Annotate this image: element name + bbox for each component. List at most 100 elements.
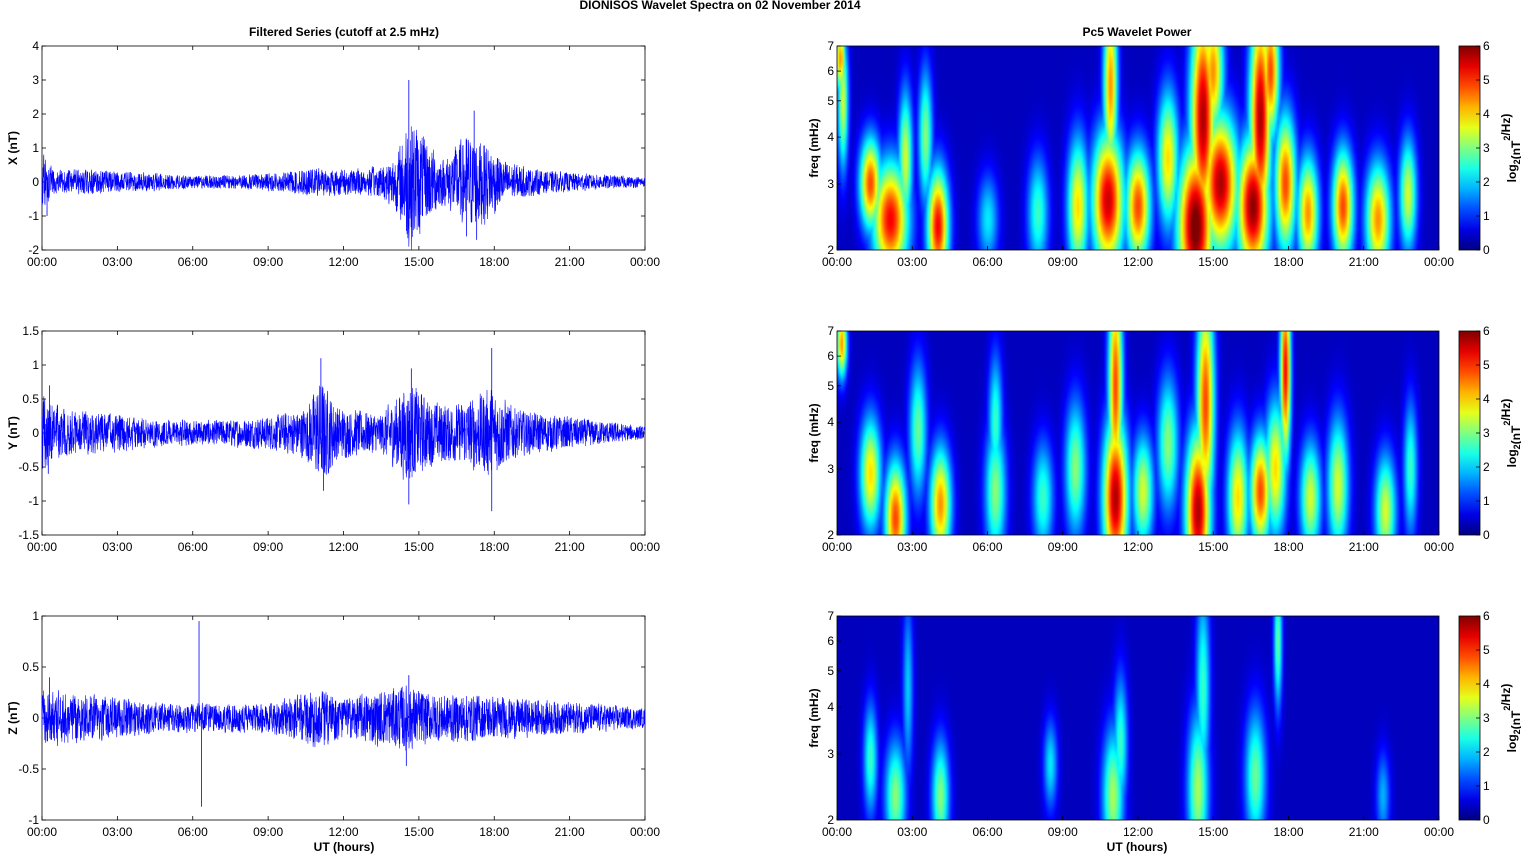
ytick-label: -2 <box>28 243 39 257</box>
xtick-label: 18:00 <box>479 825 509 839</box>
xtick-label: 00:00 <box>27 825 57 839</box>
xtick-label: 12:00 <box>1123 255 1153 269</box>
xtick-label: 00:00 <box>27 540 57 554</box>
colorbar-tick-label: 3 <box>1483 711 1490 725</box>
spectrogram-image <box>837 616 1439 820</box>
xtick-label: 18:00 <box>479 255 509 269</box>
colorbar-tick-label: 3 <box>1483 141 1490 155</box>
ytick-label: 1 <box>32 609 39 623</box>
ytick-label: 0 <box>32 175 39 189</box>
xtick-label: 06:00 <box>178 540 208 554</box>
colorbar-tick-label: 4 <box>1483 677 1490 691</box>
spectrogram-image <box>837 331 1439 535</box>
xtick-label: 18:00 <box>479 540 509 554</box>
trace-line <box>41 126 646 250</box>
xlabel-right: UT (hours) <box>1107 840 1168 854</box>
xtick-label: 00:00 <box>822 255 852 269</box>
ytick-label: 1.5 <box>22 324 39 338</box>
xtick-label: 15:00 <box>1198 540 1228 554</box>
xtick-label: 12:00 <box>1123 825 1153 839</box>
colorbar-tick-label: 1 <box>1483 779 1490 793</box>
xtick-label: 03:00 <box>102 255 132 269</box>
ytick-label: 2 <box>827 243 834 257</box>
xtick-label: 12:00 <box>328 825 358 839</box>
xtick-label: 09:00 <box>1048 540 1078 554</box>
ytick-label: 5 <box>827 379 834 393</box>
xtick-label: 03:00 <box>897 825 927 839</box>
plot-area <box>41 45 646 251</box>
colorbar-tick-label: 1 <box>1483 209 1490 223</box>
xtick-label: 15:00 <box>404 825 434 839</box>
spectrum-ylabel: freq (mHz) <box>807 118 821 177</box>
xtick-label: 18:00 <box>1273 825 1303 839</box>
xtick-label: 03:00 <box>897 255 927 269</box>
ytick-label: 5 <box>827 94 834 108</box>
xtick-label: 21:00 <box>555 255 585 269</box>
figure-title: DIONISOS Wavelet Spectra on 02 November … <box>580 0 861 12</box>
ytick-label: 3 <box>827 462 834 476</box>
xtick-label: 06:00 <box>178 825 208 839</box>
xtick-label: 03:00 <box>897 540 927 554</box>
xtick-label: 06:00 <box>972 255 1002 269</box>
xtick-label: 03:00 <box>102 825 132 839</box>
xtick-label: 09:00 <box>253 825 283 839</box>
xlabel-left: UT (hours) <box>314 840 375 854</box>
series-panel-X: -2 -1 0 1 2 3 4 00:00 03:00 06:00 09:00 12:00 15:00 1… <box>6 39 660 269</box>
colorbar-tick-label: 0 <box>1483 243 1490 257</box>
xtick-label: 12:00 <box>328 540 358 554</box>
ylabel: Y (nT) <box>6 416 20 450</box>
ytick-label: 2 <box>32 107 39 121</box>
xtick-label: 09:00 <box>1048 825 1078 839</box>
trace-line <box>41 385 646 480</box>
ytick-label: 1 <box>32 358 39 372</box>
ytick-label: 6 <box>827 634 834 648</box>
xtick-label: 18:00 <box>1273 255 1303 269</box>
xtick-label: 00:00 <box>630 255 660 269</box>
ylabel: X (nT) <box>6 131 20 165</box>
xtick-label: 21:00 <box>1349 825 1379 839</box>
ytick-label: 2 <box>827 528 834 542</box>
ytick-label: -1 <box>28 494 39 508</box>
colorbar-tick-label: 3 <box>1483 426 1490 440</box>
xtick-label: 09:00 <box>253 255 283 269</box>
ytick-label: 7 <box>827 324 834 338</box>
xtick-label: 15:00 <box>404 255 434 269</box>
spectrum-panel-Z: 2 3 4 5 6 7 00:00 03:00 06:00 09:00 12:00 15:00 18:0… <box>807 609 1521 839</box>
ytick-label: 3 <box>32 73 39 87</box>
xtick-label: 21:00 <box>555 825 585 839</box>
xtick-label: 03:00 <box>102 540 132 554</box>
ytick-label: 0.5 <box>22 392 39 406</box>
ytick-label: 0.5 <box>22 660 39 674</box>
xtick-label: 21:00 <box>1349 540 1379 554</box>
xtick-label: 21:00 <box>555 540 585 554</box>
ytick-label: -1.5 <box>18 528 39 542</box>
ytick-label: -0.5 <box>18 460 39 474</box>
xtick-label: 00:00 <box>1424 255 1454 269</box>
series-panel-Y: -1.5 -1 -0.5 0 0.5 1 1.5 00:00 03:00 06:00 09:00 12… <box>6 324 660 554</box>
xtick-label: 00:00 <box>822 825 852 839</box>
colorbar-tick-label: 0 <box>1483 813 1490 827</box>
colorbar-tick-label: 6 <box>1483 609 1490 623</box>
ytick-label: 6 <box>827 64 834 78</box>
xtick-label: 06:00 <box>972 540 1002 554</box>
ytick-label: 2 <box>827 813 834 827</box>
spectrogram-image <box>837 46 1439 250</box>
xtick-label: 00:00 <box>1424 540 1454 554</box>
colorbar-tick-label: 0 <box>1483 528 1490 542</box>
ytick-label: 4 <box>827 130 834 144</box>
series-panel-Z: -1 -0.5 0 0.5 1 00:00 03:00 06:00 09:00 12:00 15:0… <box>6 609 660 839</box>
trace-line <box>41 685 646 751</box>
xtick-label: 15:00 <box>1198 255 1228 269</box>
ytick-label: 3 <box>827 177 834 191</box>
spectrum-ylabel: freq (mHz) <box>807 403 821 462</box>
colorbar-tick-label: 5 <box>1483 358 1490 372</box>
ytick-label: -1 <box>28 209 39 223</box>
xtick-label: 06:00 <box>178 255 208 269</box>
spectrum-panel-X: 2 3 4 5 6 7 00:00 03:00 06:00 09:00 12:00 15:00 18:0… <box>807 39 1521 269</box>
xtick-label: 00:00 <box>1424 825 1454 839</box>
colorbar-tick-label: 6 <box>1483 39 1490 53</box>
ytick-label: 5 <box>827 664 834 678</box>
ytick-label: 4 <box>827 700 834 714</box>
colorbar-tick-label: 2 <box>1483 175 1490 189</box>
